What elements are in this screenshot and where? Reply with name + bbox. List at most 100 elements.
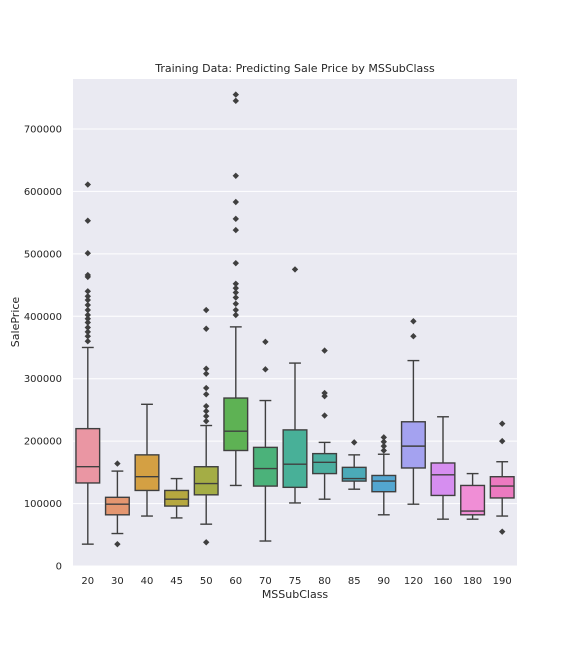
outlier-point — [499, 528, 506, 535]
iqr-box — [223, 397, 249, 452]
outlier-point — [84, 328, 91, 336]
box-group-90 — [371, 434, 397, 516]
box-group-30 — [104, 460, 130, 548]
outlier-point — [114, 460, 121, 467]
outlier-point — [262, 338, 269, 346]
outlier-point — [232, 289, 239, 296]
outlier-point — [84, 296, 91, 304]
outlier-point — [203, 306, 210, 314]
outlier-point — [232, 226, 239, 234]
outlier-point — [232, 300, 239, 307]
iqr-box — [193, 466, 219, 496]
outlier-point — [84, 306, 91, 314]
box-group-80 — [312, 347, 338, 500]
x-tick-label: 85 — [348, 576, 361, 587]
x-tick-labels: 20 30 40 45 50 60 70 75 80 85 90 120 160 180 190 — [81, 576, 511, 587]
x-tick-label: 60 — [229, 576, 242, 587]
outlier-point — [232, 280, 239, 287]
outlier-point — [232, 215, 239, 223]
outlier-point — [232, 294, 239, 301]
y-tick-labels: 0 100000 200000 300000 400000 500000 600000 700… — [24, 124, 62, 572]
outlier-point — [321, 412, 328, 419]
y-tick-label: 300000 — [24, 374, 62, 385]
outlier-point — [232, 198, 239, 206]
outlier-point — [410, 333, 417, 340]
outlier-point — [232, 97, 239, 105]
outlier-point — [84, 338, 91, 345]
x-tick-label: 160 — [433, 576, 452, 587]
box-group-40 — [134, 403, 160, 517]
outlier-point — [203, 407, 210, 415]
box-group-85 — [341, 439, 367, 490]
outlier-point — [380, 447, 387, 454]
y-tick-label: 0 — [56, 562, 62, 573]
y-tick-label: 700000 — [24, 124, 62, 135]
box-group-120 — [400, 318, 426, 505]
x-tick-label: 70 — [259, 576, 272, 587]
outlier-point — [84, 319, 91, 326]
x-axis-label: MSSubClass — [262, 588, 329, 601]
box-group-20 — [75, 181, 101, 545]
outlier-point — [114, 540, 121, 548]
y-tick-label: 400000 — [24, 312, 62, 323]
outlier-point — [84, 315, 91, 322]
outlier-point — [84, 288, 91, 295]
x-tick-label: 40 — [141, 576, 154, 587]
outlier-point — [203, 391, 210, 398]
box-group-75 — [282, 266, 308, 504]
outlier-point — [84, 324, 91, 331]
y-tick-label: 500000 — [24, 249, 62, 260]
outlier-point — [203, 539, 210, 546]
iqr-box — [371, 474, 397, 493]
outlier-point — [84, 333, 91, 340]
outlier-point — [203, 370, 210, 377]
outlier-point — [203, 384, 210, 392]
outlier-point — [499, 420, 506, 427]
outlier-point — [321, 347, 328, 354]
outlier-point — [380, 438, 387, 445]
iqr-box — [489, 476, 515, 499]
box-group-70 — [252, 338, 278, 542]
x-tick-label: 75 — [289, 576, 302, 587]
outlier-point — [84, 271, 91, 279]
outlier-point — [380, 434, 387, 441]
outlier-point — [232, 284, 239, 292]
outlier-point — [84, 301, 91, 309]
y-tick-label: 600000 — [24, 187, 62, 198]
iqr-box — [312, 452, 338, 475]
y-tick-label: 100000 — [24, 499, 62, 510]
x-tick-label: 50 — [200, 576, 213, 587]
iqr-box — [252, 446, 278, 487]
x-tick-label: 45 — [170, 576, 183, 587]
outlier-point — [410, 318, 417, 325]
outlier-point — [84, 181, 91, 188]
outlier-point — [321, 389, 328, 397]
outlier-point — [203, 412, 210, 420]
iqr-box — [400, 421, 426, 469]
x-tick-label: 120 — [404, 576, 423, 587]
box-group-180 — [460, 472, 486, 520]
x-tick-label: 30 — [111, 576, 124, 587]
box-group-45 — [164, 477, 190, 519]
iqr-box — [282, 429, 308, 489]
outlier-point — [499, 437, 506, 445]
iqr-box — [134, 454, 160, 492]
outlier-point — [291, 266, 299, 273]
box-group-160 — [430, 416, 456, 520]
outlier-point — [203, 417, 210, 425]
box-group-60 — [223, 91, 249, 487]
outlier-point — [203, 365, 210, 372]
outlier-point — [203, 402, 210, 410]
iqr-box — [104, 496, 130, 516]
x-tick-label: 190 — [493, 576, 512, 587]
outlier-point — [380, 442, 387, 450]
outlier-point — [84, 293, 91, 300]
outlier-point — [232, 172, 239, 179]
iqr-box — [164, 489, 190, 507]
iqr-box — [430, 462, 456, 497]
chart-title: Training Data: Predicting Sale Price by … — [154, 62, 435, 75]
outlier-point — [232, 306, 239, 314]
outlier-point — [262, 366, 269, 373]
box-group-190 — [489, 420, 515, 535]
